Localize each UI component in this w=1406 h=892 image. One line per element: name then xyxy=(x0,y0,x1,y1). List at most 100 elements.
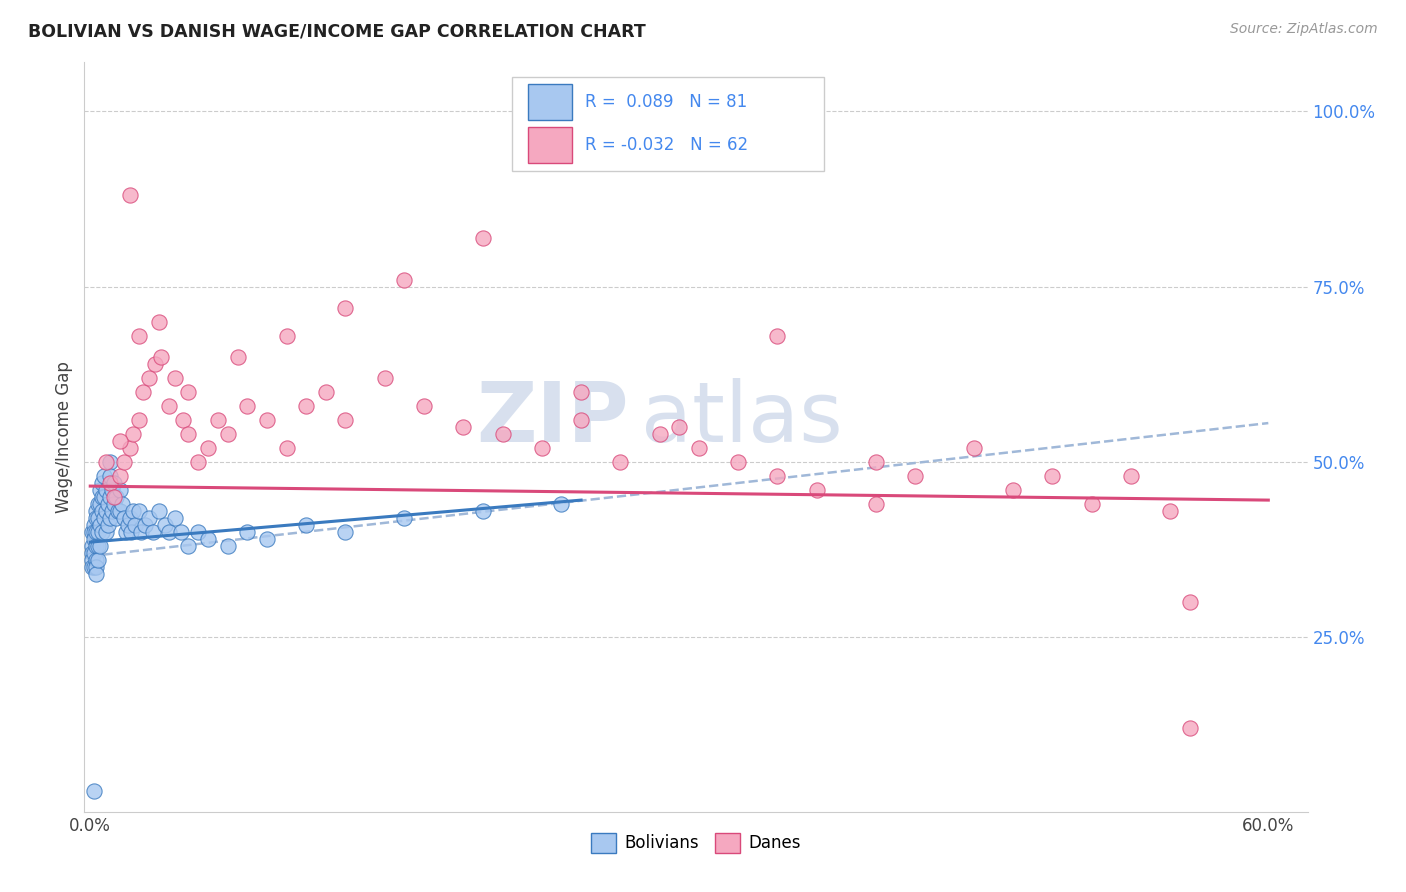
Point xyxy=(335,524,357,539)
Point xyxy=(134,517,156,532)
Point xyxy=(648,426,671,441)
Point xyxy=(394,272,416,286)
Point xyxy=(82,552,104,566)
Point xyxy=(84,510,107,524)
Point xyxy=(82,524,104,539)
Point xyxy=(112,454,135,468)
Point xyxy=(1080,497,1102,511)
Point xyxy=(89,483,111,497)
FancyBboxPatch shape xyxy=(513,78,824,171)
Point xyxy=(84,552,107,566)
Point xyxy=(226,350,249,364)
Point xyxy=(94,503,117,517)
Point xyxy=(121,524,143,539)
Point xyxy=(569,412,592,426)
Point xyxy=(97,497,120,511)
Point xyxy=(471,230,494,244)
Point xyxy=(101,503,124,517)
Legend: Bolivians, Danes: Bolivians, Danes xyxy=(583,826,808,860)
Point xyxy=(98,454,121,468)
Point xyxy=(93,468,115,483)
Point xyxy=(904,468,927,483)
Point xyxy=(530,441,553,455)
Point xyxy=(217,539,239,553)
Point xyxy=(89,517,111,532)
Point xyxy=(107,503,129,517)
Point xyxy=(163,370,186,384)
Point xyxy=(84,503,107,517)
Point xyxy=(104,490,127,504)
Point xyxy=(87,524,110,539)
Point xyxy=(103,490,125,504)
Point xyxy=(87,510,110,524)
Point xyxy=(83,532,105,546)
FancyBboxPatch shape xyxy=(529,84,572,120)
Point xyxy=(148,314,170,328)
Point xyxy=(169,524,191,539)
Point xyxy=(82,559,104,574)
Point xyxy=(98,490,121,504)
Point xyxy=(727,454,749,468)
Point xyxy=(1159,503,1181,517)
Point xyxy=(865,497,887,511)
Point xyxy=(197,441,219,455)
Point xyxy=(122,426,145,441)
Point xyxy=(104,510,127,524)
Point xyxy=(177,426,200,441)
Point xyxy=(91,475,114,490)
Point xyxy=(217,426,239,441)
Point xyxy=(108,503,131,517)
Point xyxy=(93,490,115,504)
Point xyxy=(83,524,105,539)
Point xyxy=(83,783,105,797)
Point xyxy=(122,503,145,517)
Point xyxy=(177,539,200,553)
Point xyxy=(335,301,357,315)
Point xyxy=(471,503,494,517)
Point xyxy=(207,412,229,426)
Point xyxy=(118,510,141,524)
Point xyxy=(187,524,209,539)
Point xyxy=(276,328,298,343)
Point xyxy=(91,490,114,504)
Point xyxy=(453,419,475,434)
Point xyxy=(865,454,887,468)
Point xyxy=(315,384,337,399)
Point xyxy=(98,475,121,490)
Point xyxy=(157,524,180,539)
Point xyxy=(569,384,592,399)
Point xyxy=(108,483,131,497)
Point xyxy=(153,517,176,532)
Point xyxy=(143,357,166,371)
Point xyxy=(128,412,150,426)
Point xyxy=(98,468,121,483)
Text: ZIP: ZIP xyxy=(477,378,628,458)
Point xyxy=(806,483,828,497)
Point xyxy=(114,524,136,539)
Point xyxy=(163,510,186,524)
Point xyxy=(89,539,111,553)
Point xyxy=(157,399,180,413)
Point xyxy=(128,503,150,517)
Point xyxy=(256,532,278,546)
Point xyxy=(97,517,120,532)
Point xyxy=(142,524,165,539)
Point xyxy=(413,399,436,413)
Point xyxy=(148,503,170,517)
Point xyxy=(128,328,150,343)
Point xyxy=(187,454,209,468)
Point xyxy=(138,370,160,384)
Point xyxy=(87,539,110,553)
Point xyxy=(172,412,194,426)
Point xyxy=(103,475,125,490)
Point xyxy=(1178,721,1201,735)
Point xyxy=(111,497,134,511)
Point xyxy=(236,524,259,539)
Point xyxy=(1178,594,1201,608)
Point xyxy=(103,497,125,511)
FancyBboxPatch shape xyxy=(529,127,572,163)
Point xyxy=(87,497,110,511)
Point xyxy=(93,510,115,524)
Text: R = -0.032   N = 62: R = -0.032 N = 62 xyxy=(585,136,748,153)
Point xyxy=(963,441,986,455)
